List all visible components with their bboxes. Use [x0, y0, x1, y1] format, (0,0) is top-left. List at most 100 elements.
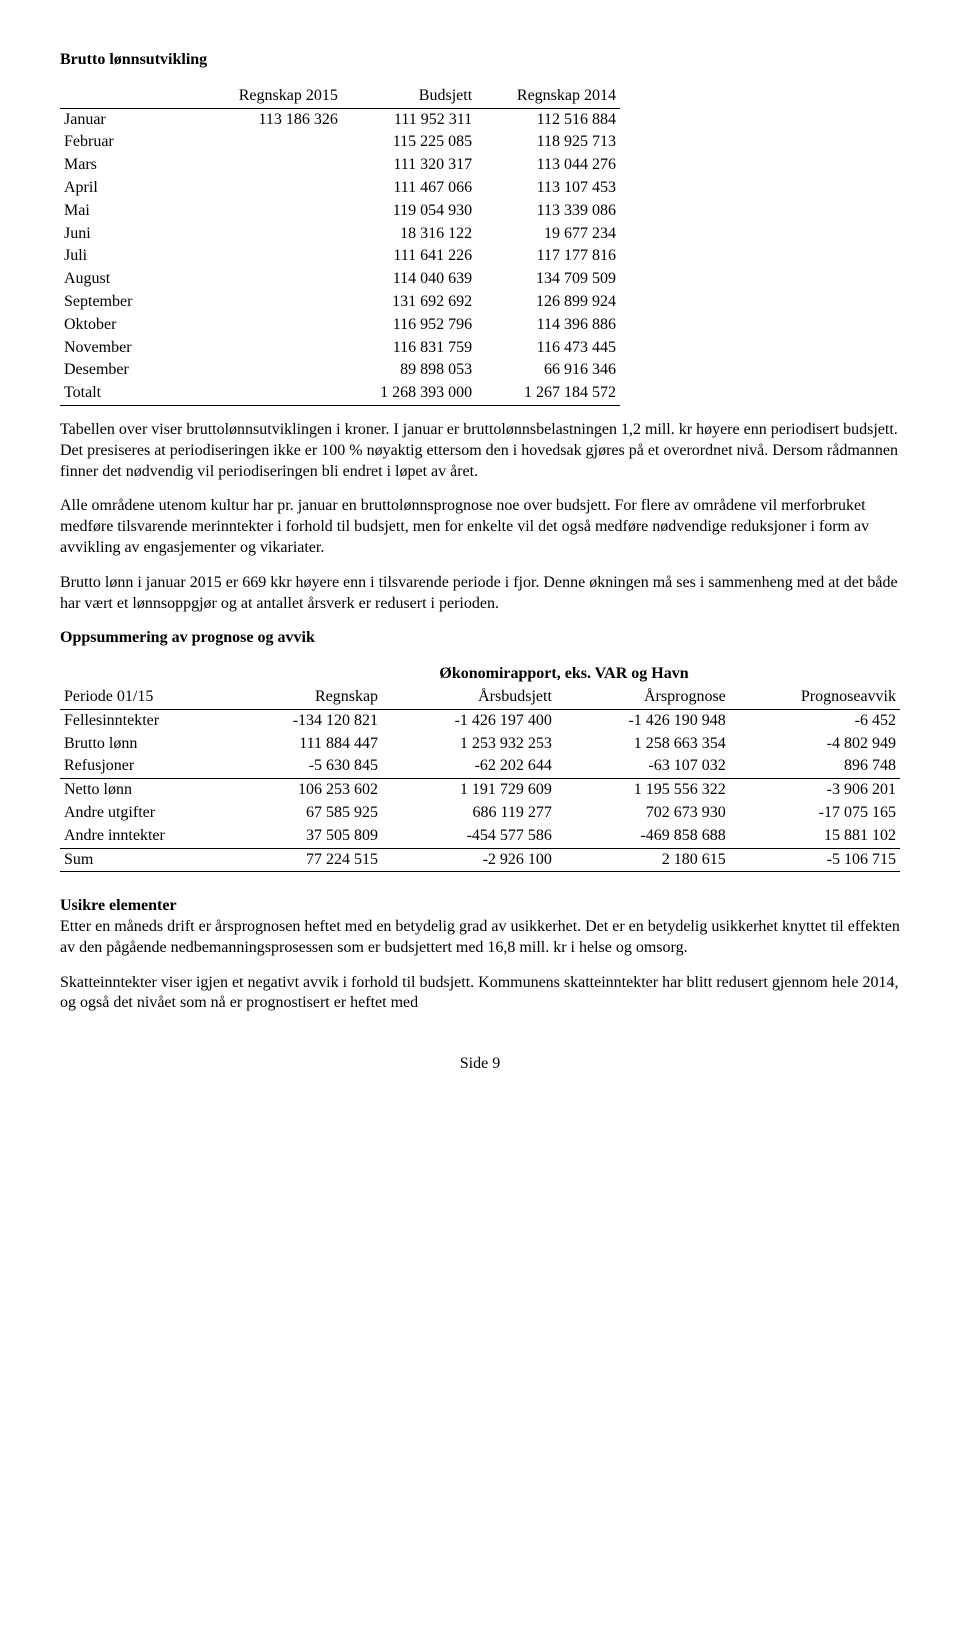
- th: Årsprognose: [556, 686, 730, 709]
- cell: 117 177 816: [476, 245, 620, 268]
- table-row: Juli 111 641 226117 177 816: [60, 245, 620, 268]
- table-row: September131 692 692126 899 924: [60, 291, 620, 314]
- cell: 896 748: [730, 755, 900, 778]
- table-row: Mai 119 054 930113 339 086: [60, 200, 620, 223]
- table-title-row: Økonomirapport, eks. VAR og Havn: [60, 663, 900, 686]
- th: [60, 85, 198, 108]
- paragraph: Brutto lønn i januar 2015 er 669 kkr høy…: [60, 573, 900, 615]
- cell: 702 673 930: [556, 802, 730, 825]
- salary-table: Regnskap 2015 Budsjett Regnskap 2014 Jan…: [60, 85, 620, 406]
- cell: Andre inntekter: [60, 825, 228, 848]
- cell: 114 040 639: [342, 268, 476, 291]
- cell: -469 858 688: [556, 825, 730, 848]
- cell: [198, 131, 342, 154]
- table-total-row: Totalt 1 268 393 000 1 267 184 572: [60, 382, 620, 405]
- table-row: Desember 89 898 05366 916 346: [60, 359, 620, 382]
- netto-row: Netto lønn 106 253 602 1 191 729 609 1 1…: [60, 779, 900, 802]
- cell: [198, 177, 342, 200]
- table-row: Andre inntekter37 505 809-454 577 586-46…: [60, 825, 900, 848]
- cell: Netto lønn: [60, 779, 228, 802]
- table-row: Juni 18 316 12219 677 234: [60, 223, 620, 246]
- cell: 119 054 930: [342, 200, 476, 223]
- cell: 115 225 085: [342, 131, 476, 154]
- cell: Andre utgifter: [60, 802, 228, 825]
- paragraph: Tabellen over viser bruttolønnsutvikling…: [60, 420, 900, 482]
- cell: 15 881 102: [730, 825, 900, 848]
- paragraph: Skatteinntekter viser igjen et negativt …: [60, 973, 900, 1015]
- cell: 1 253 932 253: [382, 733, 556, 756]
- cell: 89 898 053: [342, 359, 476, 382]
- cell: 66 916 346: [476, 359, 620, 382]
- cell: Desember: [60, 359, 198, 382]
- cell: 111 320 317: [342, 154, 476, 177]
- cell: 686 119 277: [382, 802, 556, 825]
- cell: -1 426 190 948: [556, 709, 730, 732]
- cell: Oktober: [60, 314, 198, 337]
- cell: 37 505 809: [228, 825, 382, 848]
- th: Regnskap 2014: [476, 85, 620, 108]
- cell: Refusjoner: [60, 755, 228, 778]
- paragraph: Usikre elementerEtter en måneds drift er…: [60, 896, 900, 958]
- cell: 1 268 393 000: [342, 382, 476, 405]
- cell: Januar: [60, 108, 198, 131]
- cell: 111 884 447: [228, 733, 382, 756]
- cell: 1 191 729 609: [382, 779, 556, 802]
- cell: 106 253 602: [228, 779, 382, 802]
- cell: [198, 223, 342, 246]
- cell: Sum: [60, 848, 228, 872]
- page-footer: Side 9: [60, 1054, 900, 1075]
- cell: Brutto lønn: [60, 733, 228, 756]
- cell: [198, 245, 342, 268]
- cell: 1 267 184 572: [476, 382, 620, 405]
- cell: 113 339 086: [476, 200, 620, 223]
- cell: 111 641 226: [342, 245, 476, 268]
- cell: 2 180 615: [556, 848, 730, 872]
- cell: 113 186 326: [198, 108, 342, 131]
- cell: [198, 268, 342, 291]
- cell: 111 952 311: [342, 108, 476, 131]
- table-row: Februar115 225 085118 925 713: [60, 131, 620, 154]
- empty-cell: [60, 663, 228, 686]
- table-row: August 114 040 639134 709 509: [60, 268, 620, 291]
- cell: [198, 337, 342, 360]
- cell: -62 202 644: [382, 755, 556, 778]
- cell: Juli: [60, 245, 198, 268]
- cell: 134 709 509: [476, 268, 620, 291]
- cell: [198, 154, 342, 177]
- economy-table: Økonomirapport, eks. VAR og Havn Periode…: [60, 663, 900, 872]
- th: Regnskap 2015: [198, 85, 342, 108]
- cell: August: [60, 268, 198, 291]
- cell: [198, 291, 342, 314]
- cell: Totalt: [60, 382, 198, 405]
- cell: -1 426 197 400: [382, 709, 556, 732]
- cell: -134 120 821: [228, 709, 382, 732]
- cell: 126 899 924: [476, 291, 620, 314]
- cell: 67 585 925: [228, 802, 382, 825]
- cell: 113 107 453: [476, 177, 620, 200]
- cell: 116 473 445: [476, 337, 620, 360]
- cell: -4 802 949: [730, 733, 900, 756]
- cell: September: [60, 291, 198, 314]
- cell: 19 677 234: [476, 223, 620, 246]
- th: Prognoseavvik: [730, 686, 900, 709]
- paragraph: Alle områdene utenom kultur har pr. janu…: [60, 496, 900, 558]
- table-header-row: Periode 01/15 Regnskap Årsbudsjett Årspr…: [60, 686, 900, 709]
- cell: -63 107 032: [556, 755, 730, 778]
- cell: 18 316 122: [342, 223, 476, 246]
- table-row: Mars111 320 317113 044 276: [60, 154, 620, 177]
- cell: [198, 359, 342, 382]
- cell: Juni: [60, 223, 198, 246]
- th: Årsbudsjett: [382, 686, 556, 709]
- cell: November: [60, 337, 198, 360]
- table-row: November116 831 759116 473 445: [60, 337, 620, 360]
- table-row: April111 467 066113 107 453: [60, 177, 620, 200]
- cell: Mai: [60, 200, 198, 223]
- table-row: Andre utgifter67 585 925686 119 277702 6…: [60, 802, 900, 825]
- cell: [198, 382, 342, 405]
- table-row: Januar113 186 326111 952 311112 516 884: [60, 108, 620, 131]
- table-row: Oktober116 952 796114 396 886: [60, 314, 620, 337]
- cell: -6 452: [730, 709, 900, 732]
- cell: Mars: [60, 154, 198, 177]
- cell: -454 577 586: [382, 825, 556, 848]
- text: Etter en måneds drift er årsprognosen he…: [60, 918, 900, 956]
